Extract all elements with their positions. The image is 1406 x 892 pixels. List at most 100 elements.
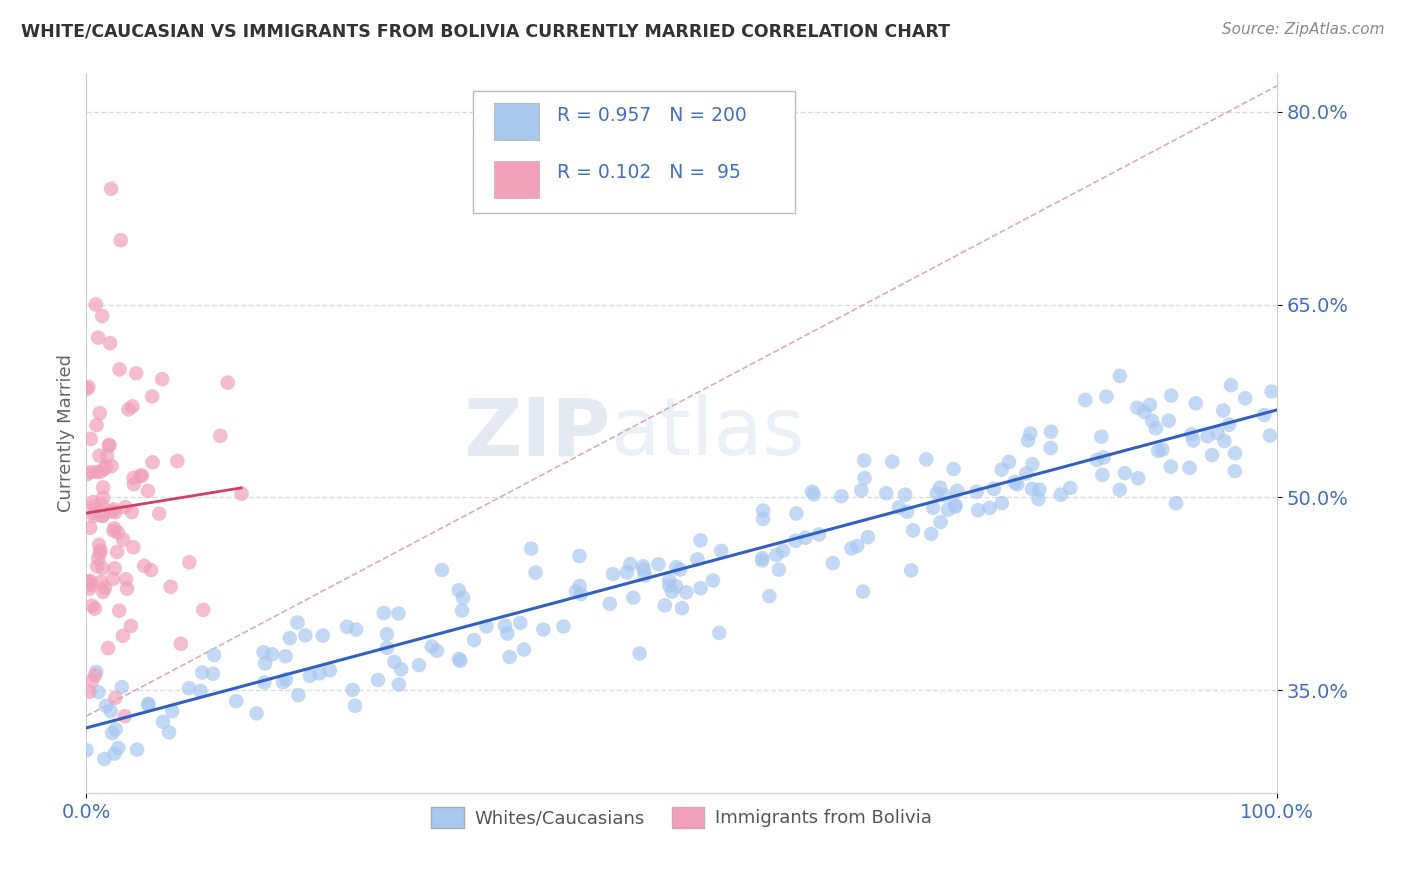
Point xyxy=(1092,450,1115,465)
Point xyxy=(689,533,711,548)
Point xyxy=(254,657,277,671)
Point xyxy=(665,579,688,593)
Point xyxy=(87,551,110,566)
Point xyxy=(97,641,120,656)
Point xyxy=(1178,460,1201,475)
Point xyxy=(1234,392,1257,406)
Point xyxy=(76,467,98,481)
Point xyxy=(117,402,139,417)
Point xyxy=(91,508,114,523)
Point xyxy=(936,502,959,516)
Point xyxy=(225,694,247,708)
Text: R = 0.957   N = 200: R = 0.957 N = 200 xyxy=(557,105,747,125)
Point xyxy=(942,462,965,476)
Point xyxy=(375,640,398,655)
Point xyxy=(768,563,790,577)
Point xyxy=(1108,368,1130,383)
Point xyxy=(93,462,115,476)
Point xyxy=(675,585,697,599)
Point xyxy=(90,574,112,589)
Point xyxy=(94,459,117,474)
Point xyxy=(710,544,733,558)
Point xyxy=(934,488,956,502)
Point xyxy=(568,549,591,563)
Text: Source: ZipAtlas.com: Source: ZipAtlas.com xyxy=(1222,22,1385,37)
Point xyxy=(209,429,232,443)
Point xyxy=(1258,428,1281,442)
Point xyxy=(1049,488,1071,502)
Point xyxy=(274,673,297,687)
Point xyxy=(138,697,160,711)
Point xyxy=(531,623,554,637)
Point xyxy=(287,688,309,702)
Point xyxy=(751,553,773,567)
Point xyxy=(1114,466,1136,480)
Y-axis label: Currently Married: Currently Married xyxy=(58,354,75,512)
Point xyxy=(160,704,183,718)
Point xyxy=(658,573,681,587)
Text: R = 0.102   N =  95: R = 0.102 N = 95 xyxy=(557,163,741,182)
Point xyxy=(75,743,97,757)
Point xyxy=(103,747,125,761)
Point xyxy=(616,566,638,580)
Point xyxy=(1157,413,1180,427)
Point xyxy=(89,449,111,463)
Point xyxy=(943,500,966,514)
Point xyxy=(946,483,969,498)
FancyBboxPatch shape xyxy=(494,103,538,140)
Point xyxy=(851,483,873,498)
Point xyxy=(262,648,284,662)
Point xyxy=(967,503,990,517)
Point xyxy=(107,525,129,540)
Point xyxy=(308,666,330,681)
Point xyxy=(136,483,159,498)
Point xyxy=(98,439,121,453)
Point xyxy=(245,706,267,721)
Point xyxy=(111,680,134,694)
Point xyxy=(344,623,367,637)
Point xyxy=(91,480,114,494)
Point xyxy=(159,580,181,594)
Point xyxy=(104,505,127,519)
Point xyxy=(896,505,918,519)
Point xyxy=(84,297,107,311)
Point xyxy=(669,562,692,576)
Point xyxy=(298,669,321,683)
Point xyxy=(846,539,869,553)
Point xyxy=(853,453,876,467)
Point xyxy=(142,455,165,469)
Point xyxy=(801,484,824,499)
Point xyxy=(1144,421,1167,435)
Point xyxy=(121,505,143,519)
Point xyxy=(1021,457,1043,471)
Point xyxy=(148,507,170,521)
Point xyxy=(602,567,624,582)
Point xyxy=(98,336,121,351)
Point xyxy=(80,432,103,446)
Point xyxy=(1007,477,1029,491)
Point xyxy=(193,603,215,617)
Point xyxy=(101,726,124,740)
Point xyxy=(91,561,114,575)
Point xyxy=(1206,425,1229,440)
Point xyxy=(882,455,904,469)
Point xyxy=(920,527,942,541)
Point xyxy=(925,486,948,500)
Point xyxy=(647,558,669,572)
Point xyxy=(661,584,683,599)
Point xyxy=(82,495,104,509)
Point xyxy=(599,597,621,611)
Point xyxy=(1147,443,1170,458)
Point xyxy=(91,309,114,323)
Point xyxy=(1218,417,1240,432)
Point xyxy=(1091,467,1114,482)
Point xyxy=(83,500,105,514)
Point xyxy=(79,521,101,535)
Point xyxy=(110,233,132,247)
Point xyxy=(1004,475,1026,490)
Point xyxy=(86,465,108,479)
Point xyxy=(707,626,730,640)
Point xyxy=(658,578,681,592)
Point xyxy=(634,568,657,582)
Point xyxy=(80,599,103,613)
